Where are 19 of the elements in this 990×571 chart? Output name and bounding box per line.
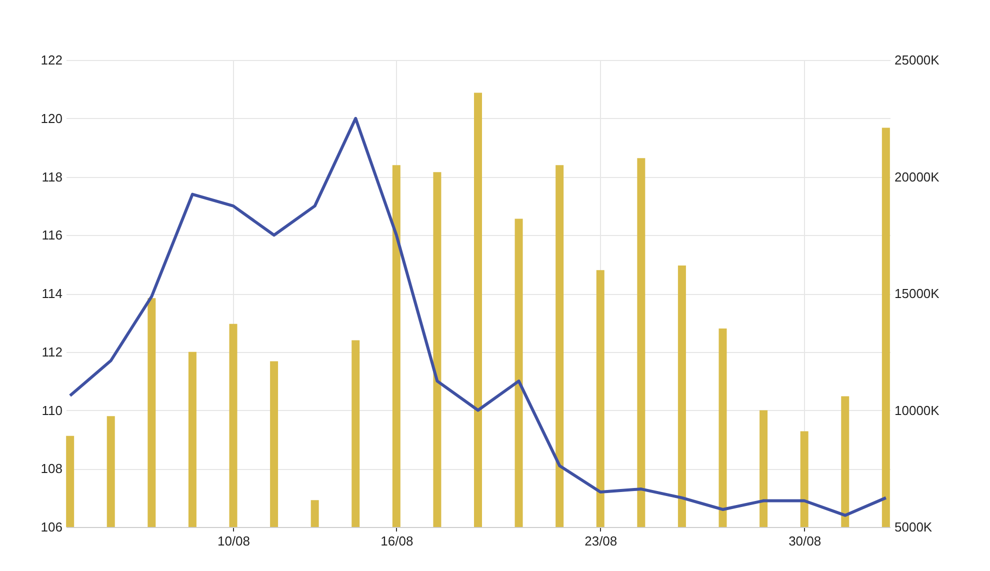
y-tick-label: 112 xyxy=(42,344,62,360)
y-tick-label: 118 xyxy=(42,169,62,184)
y2-tick-label: 5000K xyxy=(894,520,932,534)
y-tick-label: 116 xyxy=(42,228,62,243)
y-tick-label: 114 xyxy=(42,286,62,301)
line-series xyxy=(68,116,888,517)
y-tick-label: 106 xyxy=(40,520,62,534)
y2-tick-label: 20000K xyxy=(894,169,940,184)
x-tick-label: 30/08 xyxy=(788,534,822,548)
x-tick-label: 10/08 xyxy=(217,534,250,548)
y-tick-label: 110 xyxy=(42,402,62,418)
y2-tick-label: 25000K xyxy=(894,52,940,68)
x-tick-label: 16/08 xyxy=(380,534,414,548)
y-tick-label: 122 xyxy=(40,52,62,68)
y-tick-label: 120 xyxy=(40,110,62,126)
y2-tick-label: 10000K xyxy=(894,402,940,418)
y-tick-label: 108 xyxy=(40,461,62,476)
y2-tick-label: 15000K xyxy=(894,286,940,301)
x-tick-label: 23/08 xyxy=(584,534,618,548)
